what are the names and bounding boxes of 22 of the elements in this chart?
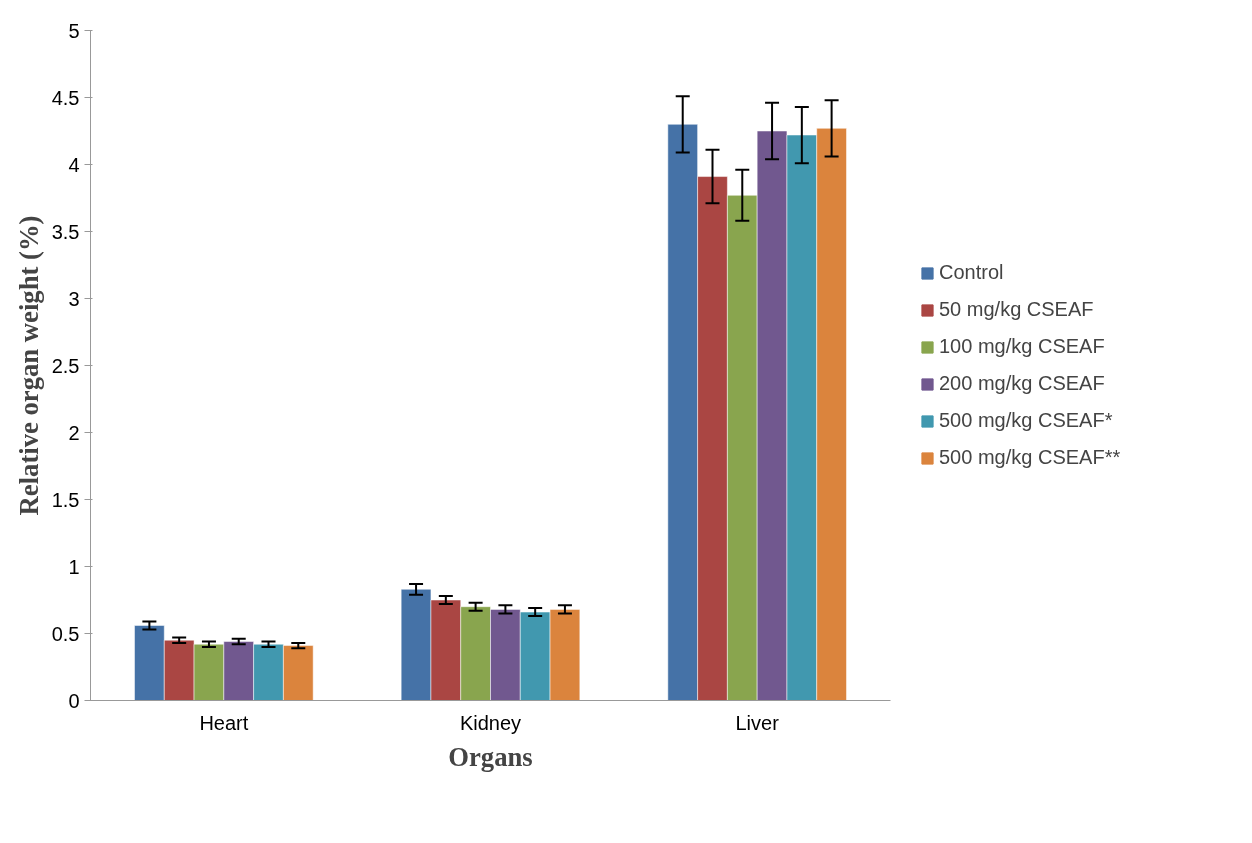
- legend-label: 500 mg/kg CSEAF**: [939, 446, 1121, 469]
- x-tick-label: Liver: [735, 711, 780, 734]
- y-tick-label: 1.5: [51, 488, 80, 511]
- legend-label: 200 mg/kg CSEAF: [939, 372, 1105, 395]
- y-tick-label: 4: [68, 153, 80, 176]
- legend-label: 100 mg/kg CSEAF: [939, 335, 1105, 358]
- y-tick-label: 4.5: [51, 86, 80, 109]
- y-tick-label: 1: [68, 555, 80, 578]
- y-tick-label: 0: [68, 689, 80, 712]
- x-tick-label: Kidney: [459, 711, 522, 734]
- y-tick-label: 5: [68, 19, 80, 42]
- y-tick-label: 3: [68, 287, 80, 310]
- x-axis-title: Organs: [448, 741, 533, 772]
- y-tick-label: 2.5: [51, 354, 80, 377]
- legend-label: Control: [939, 261, 1004, 284]
- y-tick-label: 2: [68, 421, 80, 444]
- y-axis-title: Relative organ weight (%): [13, 215, 44, 516]
- y-tick-label: 3.5: [51, 220, 80, 243]
- legend-label: 500 mg/kg CSEAF*: [939, 409, 1113, 432]
- y-tick-label: 0.5: [51, 622, 80, 645]
- legend-label: 50 mg/kg CSEAF: [939, 298, 1094, 321]
- x-tick-label: Heart: [199, 711, 249, 734]
